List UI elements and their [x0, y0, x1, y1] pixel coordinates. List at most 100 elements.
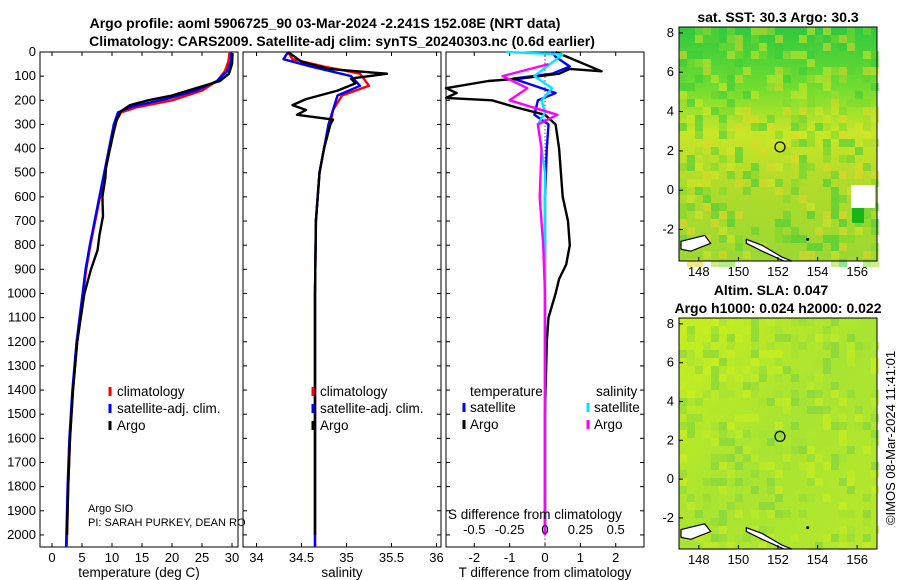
sla_map-cell	[719, 358, 727, 366]
sst_map-ytick-label: 6	[667, 64, 674, 79]
sst_map-cell	[679, 211, 687, 219]
sla_map-cell	[823, 326, 831, 334]
sst_map-cell	[799, 235, 807, 243]
sst_map-cell	[735, 179, 743, 187]
sla_map-cell	[767, 478, 775, 486]
sla_map-cell	[831, 534, 839, 542]
sla_map-cell	[767, 486, 775, 494]
sst_map-cell	[831, 99, 839, 107]
sla_map-cell	[855, 414, 863, 422]
sst_map-cell	[711, 219, 719, 227]
sst_map-cell	[823, 163, 831, 171]
sla_map-cell	[719, 318, 727, 326]
sla_map-cell	[711, 374, 719, 382]
sst_map-cell	[783, 219, 791, 227]
sst_map-cell	[719, 83, 727, 91]
diff-legend-label: Argo	[470, 417, 499, 432]
sla_map-cell	[735, 534, 743, 542]
sst_map-ytick-label: -2	[662, 222, 674, 237]
sst_map-cell	[719, 131, 727, 139]
temperature-panel: 0 5 10 15 20 25 300100200300400500600700800900…	[7, 44, 239, 580]
sla_map-xtick-label: 156	[846, 552, 868, 567]
sst_map-cell	[823, 179, 831, 187]
sla_map-cell	[775, 390, 783, 398]
sst_map-cell	[831, 211, 839, 219]
temperature-ytick-label: 800	[14, 237, 36, 252]
sst_map-cell	[863, 139, 871, 147]
sla_map-cell	[751, 350, 759, 358]
sst_map-cell	[839, 235, 847, 243]
sst_map-cell	[863, 251, 871, 259]
sst_map-cell	[719, 123, 727, 131]
sla_map-cell	[831, 446, 839, 454]
sst_map-cell	[751, 139, 759, 147]
temperature-ytick-label: 1800	[7, 479, 36, 494]
difference-panel: -2 -1 0 1 2T difference from climatology -0.5…	[444, 50, 645, 580]
sla_map-cell	[719, 398, 727, 406]
sla_map-cell	[831, 334, 839, 342]
sla_map-cell	[711, 518, 719, 526]
sla_map-cell	[783, 398, 791, 406]
diff-salinity-tick-label: 0	[541, 522, 548, 537]
salinity-series-argo	[287, 51, 389, 535]
sst_map-cell	[751, 35, 759, 43]
sst_map-cell	[839, 51, 847, 59]
sla_map-cell	[687, 494, 695, 502]
sla_map-cell	[743, 390, 751, 398]
sla_map-cell	[703, 366, 711, 374]
sst_map-cell	[751, 163, 759, 171]
sla-map-subtitle: Argo h1000: 0.024 h2000: 0.022	[674, 300, 881, 316]
sst_map-cell	[815, 35, 823, 43]
temperature-ytick-label: 2000	[7, 527, 36, 542]
sst_map-cell	[823, 219, 831, 227]
sst_map-cell	[687, 51, 695, 59]
sla_map-cell	[759, 366, 767, 374]
sla_map-cell	[751, 486, 759, 494]
sst_map-cell	[839, 43, 847, 51]
sst_map-cell	[719, 227, 727, 235]
temperature-xtick-label: 10	[105, 550, 119, 565]
sla_map-cell	[719, 374, 727, 382]
sla_map-cell	[743, 486, 751, 494]
sst_map-cell	[767, 211, 775, 219]
sla_map-cell	[679, 398, 687, 406]
sla_map-cell	[679, 446, 687, 454]
sla_map-cell	[735, 510, 743, 518]
sla_map-cell	[719, 534, 727, 542]
sla_map-cell	[719, 390, 727, 398]
temperature-ytick-label: 400	[14, 141, 36, 156]
sst_map-cell	[735, 123, 743, 131]
sst_map-cell	[727, 75, 735, 83]
sst_map-xtick-label: 150	[728, 264, 750, 279]
sla_map-cell	[831, 422, 839, 430]
sla_map-cell	[679, 486, 687, 494]
sst_map-cell	[799, 139, 807, 147]
sst_map-cell	[863, 27, 871, 35]
sla_map-cell	[863, 510, 871, 518]
sst_map-cell	[839, 211, 847, 219]
sst_map-cell	[799, 99, 807, 107]
sst_map-cell	[839, 155, 847, 163]
sla_map-cell	[847, 358, 855, 366]
sla_map-cell	[711, 318, 719, 326]
sst_map-cell	[823, 155, 831, 163]
sla_map-cell	[807, 366, 815, 374]
sst_map-cell	[831, 203, 839, 211]
sst_map-cell	[831, 219, 839, 227]
sla_map-cell	[711, 334, 719, 342]
sst_map-cell	[703, 171, 711, 179]
sla_map-island	[806, 526, 810, 530]
sst_map-cell	[855, 147, 863, 155]
sla_map-cell	[839, 398, 847, 406]
sst_map-cell	[823, 43, 831, 51]
imos-watermark: ©IMOS 08-Mar-2024 11:41:01	[883, 351, 898, 525]
figure-title-line2: Climatology: CARS2009. Satellite-adj cli…	[89, 33, 595, 49]
sla_map-cell	[799, 398, 807, 406]
sla_map-cell	[727, 438, 735, 446]
sla_map-cell	[727, 366, 735, 374]
sst_map-cell	[735, 243, 743, 251]
sla_map-cell	[679, 454, 687, 462]
sla_map-cell	[815, 334, 823, 342]
diff-legend-label: satellite	[594, 400, 640, 415]
sla_map-cell	[791, 334, 799, 342]
